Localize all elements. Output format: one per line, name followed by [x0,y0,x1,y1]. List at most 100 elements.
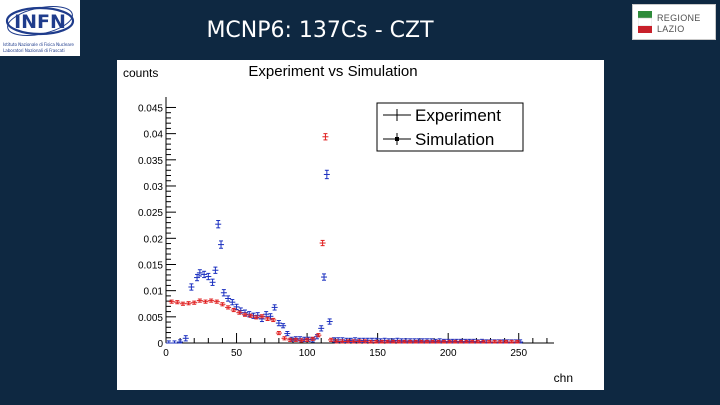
infn-logo: INFN Istituto Nazionale di Fisica Nuclea… [0,0,80,56]
data-point [236,310,243,315]
data-point [225,305,232,310]
data-point [171,340,178,344]
data-point [424,339,431,344]
x-tick-label: 100 [299,348,316,359]
lazio-logo-line2: LAZIO [657,24,685,34]
data-point [378,339,385,344]
data-point [463,339,470,344]
data-point [446,339,453,344]
data-point [480,339,487,344]
data-point [503,339,510,344]
data-point [350,339,357,344]
data-point [174,300,181,305]
data-point [435,339,442,344]
data-point [298,338,305,343]
data-point [457,339,464,344]
x-axis-label: chn [554,371,573,385]
data-point [263,311,270,318]
infn-logo-subtitle-1: Istituto Nazionale di Fisica Nucleare [3,42,74,47]
data-point [280,323,287,329]
data-point [242,312,249,317]
data-point [328,337,335,342]
data-point [185,301,192,306]
data-point [264,316,271,321]
data-point [345,339,352,344]
x-tick-label: 250 [510,348,527,359]
lazio-logo-line1: REGIONE [657,13,701,23]
data-point [213,299,220,304]
data-point [281,336,288,341]
y-tick-label: 0.03 [144,182,164,193]
chart-title: Experiment vs Simulation [248,63,417,80]
x-tick-label: 150 [369,348,386,359]
y-tick-label: 0.02 [144,234,164,245]
data-point [205,272,212,281]
data-point [201,270,208,279]
infn-logo-mark: INFN [5,6,75,36]
data-point [218,240,225,249]
data-point [304,337,311,342]
data-point [384,339,391,344]
data-point [429,339,436,344]
y-tick-label: 0 [157,339,163,350]
data-point [390,339,397,344]
data-point [326,318,333,325]
data-point [287,337,294,342]
data-point [508,339,515,344]
infn-logo-subtitle-2: Laboratori Nazionali di Frascati [3,48,65,53]
y-tick-label: 0.01 [144,287,164,298]
data-point [225,295,232,302]
x-tick-label: 0 [163,348,169,359]
data-point [418,339,425,344]
data-point [292,337,299,342]
data-point [168,299,175,304]
data-point [165,340,172,344]
y-tick-label: 0.015 [138,260,163,271]
data-point [194,273,201,282]
data-point [275,330,282,336]
data-point [191,300,198,305]
lazio-emblem-icon [638,11,652,33]
data-point [474,339,481,344]
data-point [188,283,195,291]
x-tick-label: 200 [440,348,457,359]
data-point [209,278,216,286]
legend-label: Simulation [415,130,494,149]
data-point [486,339,493,344]
legend-box [376,102,524,152]
x-tick-label: 50 [231,348,243,359]
data-point [233,303,240,311]
data-point [271,304,278,311]
data-point [333,339,340,344]
data-point [258,314,265,319]
data-point [491,339,498,344]
y-tick-label: 0.035 [138,156,163,167]
data-point [315,333,322,338]
infn-logo-text: INFN [14,11,66,33]
data-point [412,339,419,344]
data-point [395,339,402,344]
data-point [323,169,330,180]
data-point [275,319,282,327]
chart: Experiment vs Simulation counts chn 0 0.0… [123,63,573,385]
data-point [253,315,260,320]
data-point [270,317,277,323]
legend: Experiment Simulation [376,102,524,152]
data-point [229,299,236,306]
data-point [219,302,226,307]
data-point [469,339,476,344]
y-tick-label: 0.04 [144,130,164,141]
data-point [220,289,227,297]
data-point [208,298,215,303]
legend-label: Experiment [415,106,501,125]
data-point [367,339,374,344]
data-point [321,273,328,281]
data-point [322,133,329,141]
legend-marker [395,137,399,141]
y-tick-label: 0.005 [138,313,163,324]
data-point [497,339,504,344]
data-point [361,339,368,344]
data-point [230,307,237,313]
data-marks [165,133,524,344]
y-tick-label: 0.025 [138,208,163,219]
